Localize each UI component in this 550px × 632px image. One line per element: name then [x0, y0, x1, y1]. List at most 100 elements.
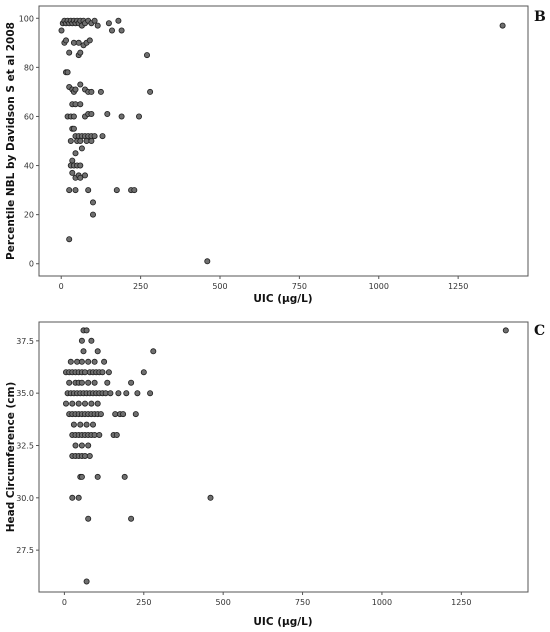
- panel-c-data-point: [94, 348, 101, 355]
- panel-c-data-point: [132, 411, 139, 418]
- panel-b-data-point: [67, 137, 74, 144]
- panel-b-data-point: [64, 69, 71, 76]
- panel-c: 0 250 500 750 1000 1250 27.5 30.0 32.5 35.0 37.5 U…: [5, 321, 545, 628]
- panel-b-x-tick-label: 0: [59, 282, 64, 291]
- panel-b-data-point: [77, 162, 84, 169]
- panel-b-x-tick-label: 750: [292, 282, 307, 291]
- panel-c-data-point: [85, 358, 92, 365]
- panel-c-x-tick-label: 250: [136, 598, 151, 607]
- panel-c-data-point: [94, 400, 101, 407]
- panel-b-data-point: [147, 88, 154, 95]
- panel-b-x-axis-title: UIC (μg/L): [253, 293, 312, 305]
- panel-b-data-point: [66, 236, 73, 243]
- panel-b-x-tick-label: 1250: [448, 282, 468, 291]
- panel-b-dots: [58, 17, 506, 265]
- panel-c-data-point: [147, 390, 154, 397]
- panel-b-data-point: [109, 27, 116, 34]
- panel-b-data-point: [63, 37, 70, 44]
- panel-c-data-point: [91, 379, 98, 386]
- panel-c-data-point: [85, 515, 92, 522]
- panel-b-data-point: [90, 199, 97, 206]
- panel-c-x-tick-label: 1250: [451, 598, 471, 607]
- panel-b-data-point: [113, 187, 120, 194]
- panel-b-data-point: [66, 187, 73, 194]
- panel-b-data-point: [69, 169, 76, 176]
- panel-b-data-point: [105, 20, 112, 27]
- panel-b-data-point: [88, 137, 95, 144]
- panel-b-data-point: [77, 174, 84, 181]
- panel-b-data-point: [135, 113, 142, 120]
- panel-b: 0 250 500 750 1000 1250 0 20 40 60 80 100 UIC (μg/L…: [5, 5, 546, 305]
- panel-b-data-point: [90, 211, 97, 218]
- panel-c-data-point: [86, 452, 93, 459]
- panel-c-data-point: [70, 421, 77, 428]
- panel-c-data-point: [140, 369, 147, 376]
- panel-c-data-point: [83, 578, 90, 585]
- panel-c-y-tick-label: 27.5: [16, 546, 34, 555]
- panel-b-data-point: [70, 113, 77, 120]
- panel-b-data-point: [115, 17, 122, 24]
- panel-b-data-point: [78, 145, 85, 152]
- panel-b-data-point: [131, 187, 138, 194]
- panel-b-x-tick-label: 250: [133, 282, 148, 291]
- panel-b-data-point: [88, 88, 95, 95]
- panel-b-data-point: [88, 111, 95, 118]
- panel-c-data-point: [90, 421, 97, 428]
- panel-c-data-point: [502, 327, 509, 334]
- panel-b-data-point: [118, 113, 125, 120]
- panel-b-data-point: [77, 49, 84, 56]
- panel-b-y-tick-label: 0: [29, 260, 34, 269]
- panel-b-x-tick-label: 1000: [369, 282, 389, 291]
- panel-c-y-tick-label: 35.0: [16, 389, 34, 398]
- panel-c-data-point: [66, 379, 73, 386]
- panel-b-data-point: [82, 172, 89, 179]
- panel-c-dots: [63, 327, 509, 585]
- panel-c-data-point: [94, 473, 101, 480]
- panel-c-data-point: [78, 379, 85, 386]
- panel-b-y-axis-title: Percentile NBL by Davidson S et al 2008: [5, 22, 17, 260]
- panel-c-data-point: [105, 369, 112, 376]
- panel-c-data-point: [83, 327, 90, 334]
- panel-c-ticks: 0 250 500 750 1000 1250 27.5 30.0 32.5 35.0 37.5: [16, 337, 471, 607]
- panel-c-y-tick-label: 32.5: [16, 441, 34, 450]
- panel-b-data-point: [97, 88, 104, 95]
- panel-c-data-point: [75, 494, 82, 501]
- panel-b-data-point: [99, 133, 106, 140]
- panel-c-data-point: [91, 358, 98, 365]
- panel-b-data-point: [85, 187, 92, 194]
- panel-c-data-point: [120, 411, 127, 418]
- panel-c-data-point: [78, 337, 85, 344]
- panel-c-frame: [38, 321, 529, 593]
- panel-c-data-point: [78, 442, 85, 449]
- panel-c-data-point: [77, 421, 84, 428]
- panel-b-ticks: 0 250 500 750 1000 1250 0 20 40 60 80 100: [19, 14, 469, 291]
- panel-c-data-point: [67, 358, 74, 365]
- panel-c-data-point: [88, 337, 95, 344]
- panel-b-y-tick-label: 80: [24, 63, 34, 72]
- panel-c-data-point: [123, 390, 130, 397]
- panel-b-data-point: [58, 27, 65, 34]
- panel-c-data-point: [99, 369, 106, 376]
- panel-b-letter: B: [534, 9, 546, 25]
- panel-c-data-point: [150, 348, 157, 355]
- panel-b-data-point: [91, 133, 98, 140]
- panel-c-x-tick-label: 0: [62, 598, 67, 607]
- panel-c-y-tick-label: 37.5: [16, 337, 34, 346]
- panel-c-data-point: [128, 379, 135, 386]
- panel-c-x-tick-label: 1000: [372, 598, 392, 607]
- panel-b-data-point: [77, 81, 84, 88]
- panel-c-data-point: [69, 494, 76, 501]
- panel-b-data-point: [77, 137, 84, 144]
- panel-b-data-point: [72, 86, 79, 93]
- panel-c-y-axis-title: Head Circumference (cm): [5, 382, 17, 533]
- panel-c-data-point: [72, 442, 79, 449]
- panel-b-data-point: [66, 49, 73, 56]
- panel-c-data-point: [82, 400, 89, 407]
- panel-c-data-point: [88, 400, 95, 407]
- panel-b-data-point: [72, 187, 79, 194]
- panel-b-data-point: [69, 157, 76, 164]
- panel-c-data-point: [78, 473, 85, 480]
- panel-b-data-point: [75, 39, 82, 46]
